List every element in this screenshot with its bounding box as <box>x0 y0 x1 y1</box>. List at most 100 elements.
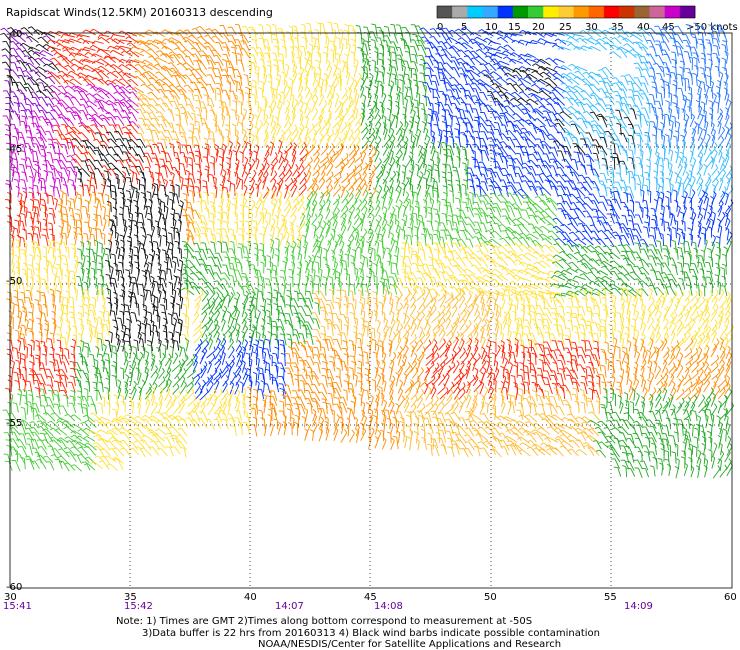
wind-barb-tick <box>235 113 240 117</box>
wind-barb-tick <box>303 57 308 61</box>
wind-barb-tick <box>198 50 203 53</box>
wind-barb-tick <box>505 130 510 133</box>
wind-barb <box>409 123 413 134</box>
wind-barb-tick <box>98 114 103 117</box>
wind-barb <box>67 171 71 183</box>
wind-barb-tick <box>308 43 313 47</box>
wind-barb-tick <box>673 40 678 43</box>
wind-barb <box>492 31 504 37</box>
wind-barb <box>687 78 691 91</box>
wind-barb <box>264 123 270 134</box>
wind-barb-tick <box>89 44 94 49</box>
wind-barb <box>195 136 201 148</box>
wind-barb <box>111 103 117 113</box>
wind-barb-tick <box>665 177 670 180</box>
wind-barb <box>463 88 467 100</box>
wind-barb <box>243 159 249 170</box>
wind-barb <box>172 40 181 49</box>
wind-barb <box>674 52 678 65</box>
wind-barb-tick <box>419 27 424 30</box>
wind-barb-tick <box>233 93 238 97</box>
wind-barb-tick <box>501 185 506 188</box>
wind-barb-tick <box>86 105 91 108</box>
wind-barb-tick <box>59 189 64 193</box>
wind-barb <box>347 25 350 36</box>
wind-barb <box>558 118 565 127</box>
wind-barb-tick <box>70 96 75 99</box>
wind-barb-tick <box>346 42 351 46</box>
wind-barb <box>658 40 663 51</box>
wind-barb-tick <box>391 73 396 76</box>
wind-barb-tick <box>131 87 136 91</box>
wind-barb-tick <box>161 38 166 42</box>
wind-barb <box>145 98 152 108</box>
wind-barb-tick <box>142 123 147 126</box>
wind-barb <box>483 103 490 112</box>
wind-barb-tick <box>93 138 98 141</box>
wind-barb <box>73 106 82 114</box>
wind-barb-tick <box>58 92 62 96</box>
wind-barb <box>361 110 366 122</box>
wind-barb <box>725 53 729 64</box>
wind-barb <box>90 130 96 140</box>
wind-barb-tick <box>446 37 451 41</box>
wind-barb <box>502 133 510 142</box>
wind-barb <box>586 103 595 114</box>
wind-barb-tick <box>445 164 450 166</box>
wind-barb-tick <box>184 55 189 58</box>
wind-barb-tick <box>436 156 441 160</box>
wind-barb <box>375 130 380 140</box>
wind-barb <box>96 93 105 100</box>
wind-barb <box>115 70 124 79</box>
wind-barb <box>68 85 76 92</box>
wind-barb <box>682 101 687 113</box>
wind-barb-tick <box>477 82 482 85</box>
wind-barb <box>366 67 369 79</box>
wind-barb-tick <box>538 87 543 91</box>
wind-barb <box>177 152 180 163</box>
wind-barb-tick <box>328 109 332 114</box>
wind-barb-tick <box>341 185 346 189</box>
wind-barb <box>534 83 544 92</box>
wind-barb-tick <box>185 68 190 71</box>
wind-barb <box>641 32 649 44</box>
wind-barb <box>485 30 494 37</box>
wind-barb <box>540 78 551 86</box>
wind-barb-tick <box>258 23 263 26</box>
wind-barb <box>128 36 139 44</box>
wind-barb <box>94 60 105 66</box>
wind-barb-tick <box>629 49 633 52</box>
colorbar-swatch <box>512 6 529 18</box>
wind-barb-tick <box>252 158 256 163</box>
wind-barb-tick <box>448 113 453 117</box>
wind-barb-tick <box>525 67 529 72</box>
wind-barb-tick <box>299 127 303 131</box>
wind-barb-tick <box>294 98 299 103</box>
wind-barb <box>719 74 724 86</box>
wind-barb <box>82 76 91 86</box>
wind-barb-tick <box>594 28 599 32</box>
wind-barb <box>259 47 265 59</box>
wind-barb <box>157 194 160 206</box>
wind-barb <box>381 86 384 98</box>
wind-barb-tick <box>91 40 96 45</box>
wind-barb-tick <box>83 184 88 187</box>
wind-barb-tick <box>188 163 193 166</box>
wind-barb <box>29 35 39 44</box>
wind-barb <box>503 115 509 127</box>
wind-barb <box>278 76 282 86</box>
wind-barb-tick <box>118 58 123 63</box>
wind-barb <box>598 103 607 113</box>
wind-barb <box>521 103 531 113</box>
wind-barb <box>214 49 222 58</box>
wind-barb-tick <box>254 72 259 75</box>
wind-barb-tick <box>603 81 608 84</box>
wind-barb <box>656 116 659 129</box>
wind-barb <box>243 111 248 120</box>
wind-barb-tick <box>155 78 160 82</box>
wind-barb-tick <box>23 75 28 78</box>
wind-barb-tick <box>262 95 267 99</box>
colorbar-swatch <box>588 6 605 18</box>
wind-barb-tick <box>161 67 166 70</box>
wind-barb-tick <box>133 75 138 79</box>
